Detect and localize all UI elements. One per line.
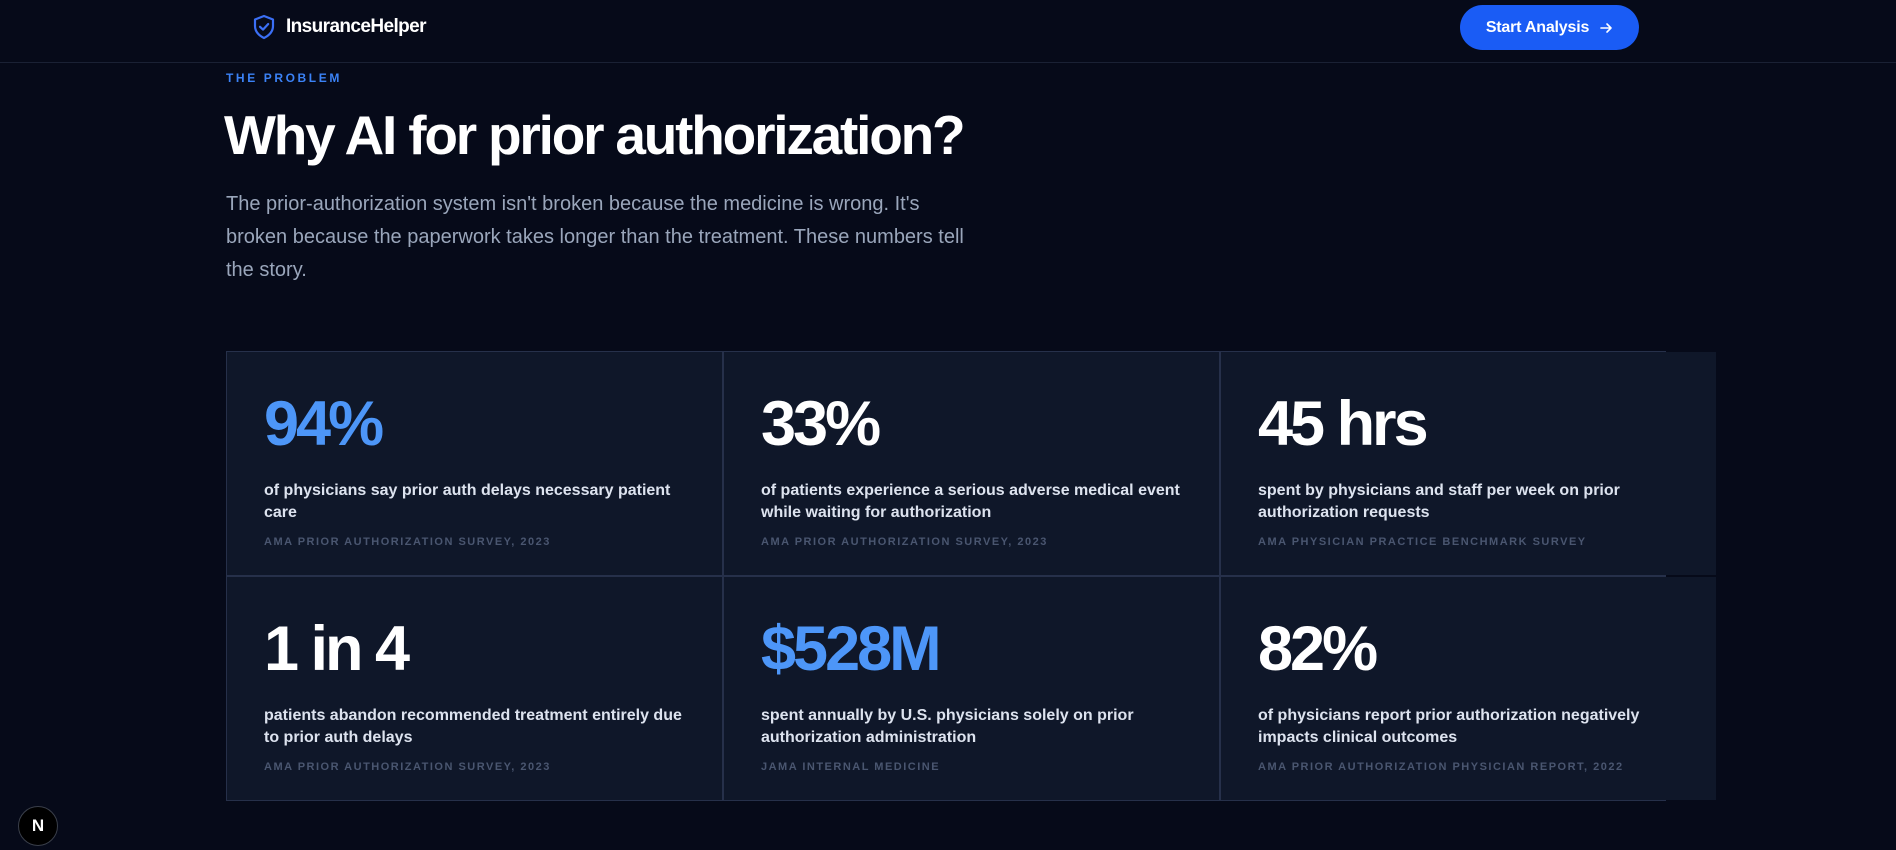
stat-value: $528M — [761, 614, 942, 684]
stat-source: AMA PHYSICIAN PRACTICE BENCHMARK SURVEY — [1258, 536, 1587, 548]
stat-card: 1 in 4 patients abandon recommended trea… — [227, 577, 722, 800]
stat-value: 45 hrs — [1258, 389, 1429, 459]
stat-card: 45 hrs spent by physicians and staff per… — [1221, 352, 1716, 575]
stats-grid: 94% of physicians say prior auth delays … — [226, 351, 1716, 801]
stat-value: 94% — [264, 389, 384, 459]
brand-logo[interactable]: InsuranceHelper — [252, 14, 427, 40]
stat-card: 82% of physicians report prior authoriza… — [1221, 577, 1716, 800]
stat-description: of patients experience a serious adverse… — [761, 482, 1180, 521]
arrow-right-icon — [1600, 22, 1612, 33]
section-eyebrow: THE PROBLEM — [226, 71, 342, 85]
stat-card: 33% of patients experience a serious adv… — [724, 352, 1219, 575]
stat-description: patients abandon recommended treatment e… — [264, 707, 682, 746]
intro-paragraph: The prior-authorization system isn't bro… — [226, 193, 964, 281]
dev-badge-label: N — [31, 816, 45, 835]
stat-value: 82% — [1258, 614, 1378, 684]
stat-source: AMA PRIOR AUTHORIZATION SURVEY, 2023 — [264, 761, 551, 773]
dev-tools-button[interactable]: N — [18, 806, 58, 846]
start-analysis-label: Start Analysis — [1485, 18, 1590, 36]
stat-source: AMA PRIOR AUTHORIZATION PHYSICIAN REPORT… — [1258, 761, 1624, 773]
start-analysis-button[interactable]: Start Analysis — [1460, 5, 1639, 50]
page-title: Why AI for prior authorization? — [224, 104, 966, 166]
stat-value: 1 in 4 — [264, 614, 410, 684]
stat-source: AMA PRIOR AUTHORIZATION SURVEY, 2023 — [264, 536, 551, 548]
top-nav: InsuranceHelper Start Analysis — [0, 0, 1896, 63]
shield-check-icon — [253, 14, 275, 40]
stat-description: of physicians say prior auth delays nece… — [264, 482, 671, 521]
stat-description: spent annually by U.S. physicians solely… — [761, 707, 1134, 746]
stat-description: of physicians report prior authorization… — [1258, 707, 1640, 746]
brand-name: InsuranceHelper — [286, 16, 427, 37]
stat-description: spent by physicians and staff per week o… — [1258, 482, 1620, 521]
stat-card: $528M spent annually by U.S. physicians … — [724, 577, 1219, 800]
stat-value: 33% — [761, 389, 881, 459]
stat-card: 94% of physicians say prior auth delays … — [227, 352, 722, 575]
stat-source: AMA PRIOR AUTHORIZATION SURVEY, 2023 — [761, 536, 1048, 548]
stat-source: JAMA INTERNAL MEDICINE — [761, 761, 941, 773]
